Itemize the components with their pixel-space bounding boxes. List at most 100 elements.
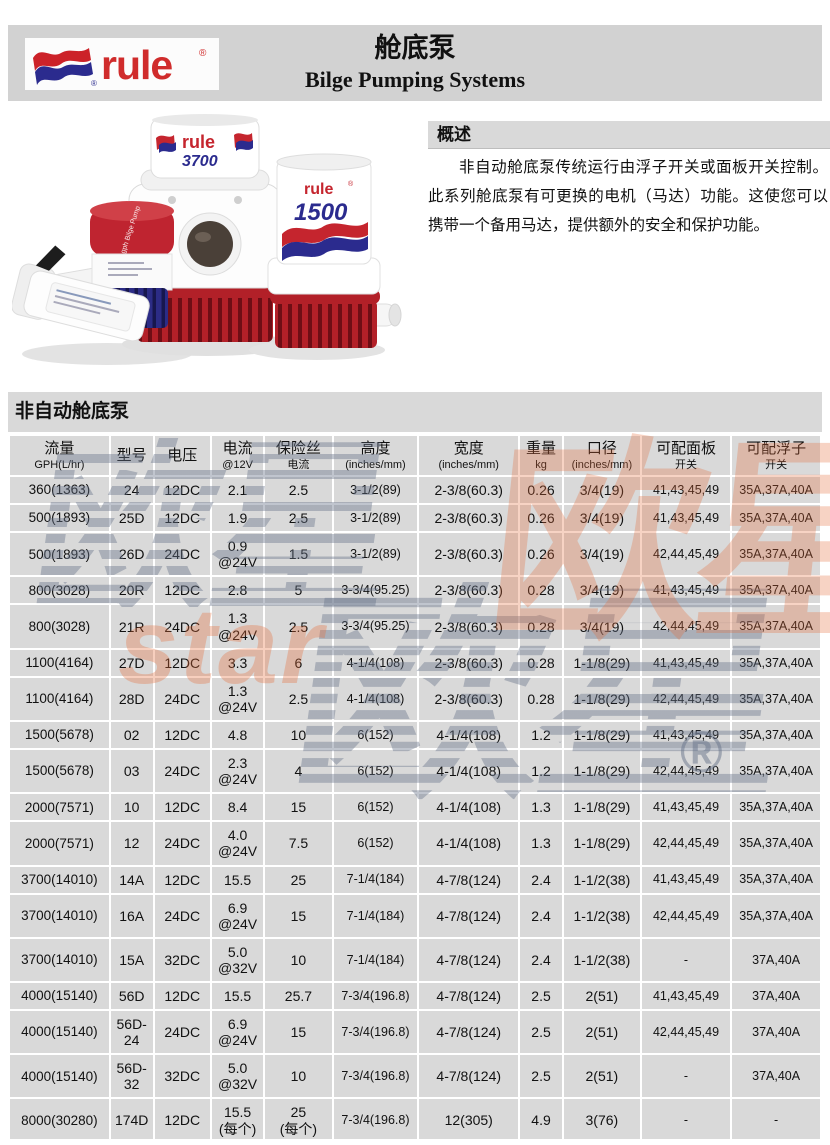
table-cell: 10 — [265, 721, 332, 749]
table-cell: 41,43,45,49 — [641, 721, 731, 749]
column-header-line2: (inches/mm) — [571, 459, 633, 471]
table-cell: 360(1363) — [10, 477, 109, 504]
spec-table: 流量 GPH(L/hr) 型号 电压 电流 @12V 保险丝 电流 高度 (inches/mm) 宽… — [8, 434, 822, 1144]
table-cell: 4.0 @24V — [211, 822, 264, 865]
table-cell: 2.5 — [265, 605, 332, 648]
table-cell: 24DC — [154, 605, 210, 648]
table-cell: 37A,40A — [732, 1011, 820, 1054]
table-cell: 2(51) — [563, 1055, 640, 1098]
table-cell: 1100(4164) — [10, 677, 109, 720]
table-cell: 500(1893) — [10, 533, 109, 576]
column-header: 型号 — [110, 436, 153, 475]
table-cell: 2.1 — [211, 477, 264, 504]
svg-text:rule: rule — [182, 132, 215, 152]
table-cell: 20R — [110, 577, 153, 604]
table-cell: 41,43,45,49 — [641, 505, 731, 532]
table-cell: 1-1/8(29) — [563, 677, 640, 720]
table-cell: 02 — [110, 721, 153, 749]
column-header-line2: (inches/mm) — [438, 459, 499, 471]
pump-1500-image: rule ® 1500 — [267, 153, 402, 348]
table-cell: 0.9 @24V — [211, 533, 264, 576]
table-cell: 7-3/4(196.8) — [333, 1055, 418, 1098]
table-cell: 3700(14010) — [10, 866, 109, 893]
column-header-line1: 保险丝 — [275, 440, 321, 457]
table-cell: 10 — [265, 1055, 332, 1098]
table-cell: 4-1/4(108) — [333, 677, 418, 720]
table-cell: 1100(4164) — [10, 649, 109, 676]
table-row: 3700(14010) 15A 32DC 5.0 @32V 10 7-1/4(184) 4-… — [10, 938, 820, 981]
table-cell: 12DC — [154, 982, 210, 1010]
column-header-line1: 重量 — [526, 440, 557, 457]
table-cell: 2-3/8(60.3) — [419, 605, 519, 648]
column-header: 口径 (inches/mm) — [563, 436, 640, 475]
table-cell: 4.8 — [211, 721, 264, 749]
svg-text:rule: rule — [304, 181, 333, 198]
table-cell: 35A,37A,40A — [732, 505, 820, 532]
table-cell: 35A,37A,40A — [732, 533, 820, 576]
table-cell: 174D — [110, 1099, 153, 1142]
column-header-line1: 型号 — [116, 447, 147, 464]
table-cell: 5.0 @32V — [211, 1055, 264, 1098]
bottom-margin — [0, 1139, 830, 1145]
table-cell: 5 — [265, 577, 332, 604]
table-cell: 3(76) — [563, 1099, 640, 1142]
table-cell: 2.3 @24V — [211, 750, 264, 793]
table-cell: 4 — [265, 750, 332, 793]
table-cell: 28D — [110, 677, 153, 720]
table-cell: 2.4 — [520, 866, 562, 893]
table-cell: 4.9 — [520, 1099, 562, 1142]
svg-text:1500: 1500 — [294, 199, 348, 226]
table-cell: - — [641, 1099, 731, 1142]
table-cell: 1.3 @24V — [211, 677, 264, 720]
table-cell: 1500(5678) — [10, 721, 109, 749]
svg-text:®: ® — [199, 48, 207, 59]
table-cell: 6.9 @24V — [211, 894, 264, 937]
table-cell: 12DC — [154, 721, 210, 749]
table-cell: 1-1/2(38) — [563, 866, 640, 893]
table-cell: 24DC — [154, 750, 210, 793]
table-row: 500(1893) 26D 24DC 0.9 @24V 1.5 3-1/2(89) 2-3/… — [10, 533, 820, 576]
table-cell: 24 — [110, 477, 153, 504]
table-cell: 1.5 — [265, 533, 332, 576]
column-header-line1: 电流 — [222, 440, 253, 457]
table-cell: 1-1/8(29) — [563, 649, 640, 676]
table-cell: 42,44,45,49 — [641, 533, 731, 576]
table-row: 4000(15140) 56D 12DC 15.5 25.7 7-3/4(196.8) 4-… — [10, 982, 820, 1010]
column-header-line2: kg — [535, 459, 547, 471]
table-cell: 0.28 — [520, 649, 562, 676]
table-header-row: 流量 GPH(L/hr) 型号 电压 电流 @12V 保险丝 电流 高度 (inches/mm) 宽… — [10, 436, 820, 475]
table-cell: 2-3/8(60.3) — [419, 533, 519, 576]
table-cell: 4-7/8(124) — [419, 938, 519, 981]
table-cell: 2.8 — [211, 577, 264, 604]
table-cell: 2(51) — [563, 1011, 640, 1054]
table-cell: 35A,37A,40A — [732, 605, 820, 648]
column-header: 保险丝 电流 — [265, 436, 332, 475]
table-row: 4000(15140) 56D-24 24DC 6.9 @24V 15 7-3/4(196… — [10, 1011, 820, 1054]
table-cell: 15.5 — [211, 982, 264, 1010]
table-cell: 4000(15140) — [10, 982, 109, 1010]
table-cell: 4-1/4(108) — [333, 649, 418, 676]
table-cell: 500(1893) — [10, 505, 109, 532]
table-cell: 3/4(19) — [563, 577, 640, 604]
column-header-line1: 口径 — [586, 440, 617, 457]
table-cell: 1-1/2(38) — [563, 894, 640, 937]
table-cell: 41,43,45,49 — [641, 649, 731, 676]
table-cell: 1500(5678) — [10, 750, 109, 793]
table-cell: 1.9 — [211, 505, 264, 532]
table-cell: 8.4 — [211, 794, 264, 821]
table-cell: 3-1/2(89) — [333, 505, 418, 532]
table-cell: 25 (每个) — [265, 1099, 332, 1142]
table-cell: 1.3 @24V — [211, 605, 264, 648]
overview-heading: 概述 — [428, 121, 830, 149]
table-cell: 35A,37A,40A — [732, 721, 820, 749]
table-cell: 4-7/8(124) — [419, 1011, 519, 1054]
table-cell: 12DC — [154, 794, 210, 821]
table-cell: 25 — [265, 866, 332, 893]
table-cell: 800(3028) — [10, 605, 109, 648]
table-cell: 12(305) — [419, 1099, 519, 1142]
table-cell: 3/4(19) — [563, 605, 640, 648]
table-row: 2000(7571) 12 24DC 4.0 @24V 7.5 6(152) 4-1/4(1… — [10, 822, 820, 865]
column-header: 电流 @12V — [211, 436, 264, 475]
table-cell: 42,44,45,49 — [641, 822, 731, 865]
table-row: 2000(7571) 10 12DC 8.4 15 6(152) 4-1/4(108) 1.3… — [10, 794, 820, 821]
